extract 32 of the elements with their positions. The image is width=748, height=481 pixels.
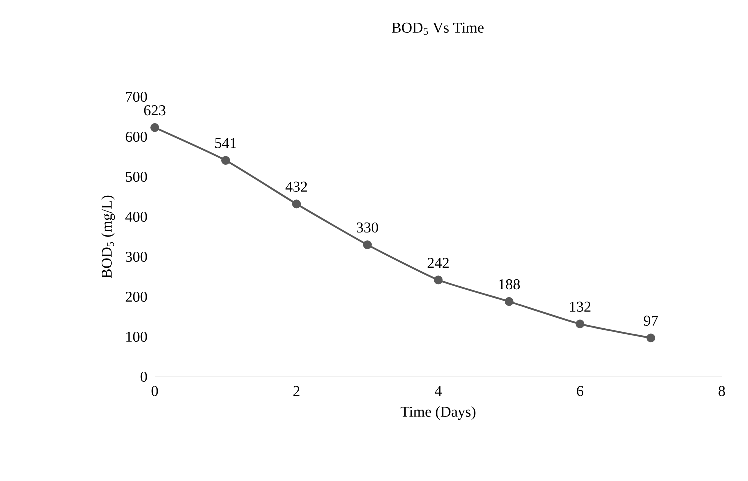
y-tick-label: 500 (126, 172, 148, 182)
data-label: 432 (286, 182, 308, 192)
data-label: 541 (216, 138, 236, 148)
y-tick-label: 0 (140, 372, 148, 382)
point (646, 334, 656, 343)
y-tick-label: 600 (126, 132, 148, 142)
chart-title: BOD$_{5}$ Vs Time (392, 22, 484, 36)
y-tick-label: 400 (126, 212, 148, 222)
data-label: 330 (357, 222, 378, 233)
x-axis-title: Time (Days) (400, 406, 476, 420)
y-tick-label: 300 (126, 252, 148, 262)
point (292, 200, 302, 209)
data-label: 623 (144, 106, 166, 116)
data-label: 97 (644, 316, 658, 326)
x-tick-label: 0 (152, 386, 158, 396)
point (221, 156, 230, 165)
y-tick-label: 700 (126, 92, 148, 102)
data-label: 132 (570, 302, 591, 312)
y-axis-title: BOD$_{5}$ (mg/L) (101, 196, 116, 278)
x-tick-label: 4 (435, 386, 442, 396)
point (363, 240, 372, 250)
data-label: 242 (428, 258, 449, 268)
x-tick-label: 2 (294, 386, 300, 396)
point (150, 123, 160, 132)
x-tick-label: 6 (577, 386, 584, 396)
x-tick-label: 8 (718, 386, 726, 396)
y-tick-label: 100 (126, 332, 148, 342)
point (576, 320, 585, 329)
point (504, 297, 514, 306)
point (434, 276, 443, 285)
data-label: 188 (499, 279, 520, 290)
y-tick-label: 200 (126, 292, 148, 302)
